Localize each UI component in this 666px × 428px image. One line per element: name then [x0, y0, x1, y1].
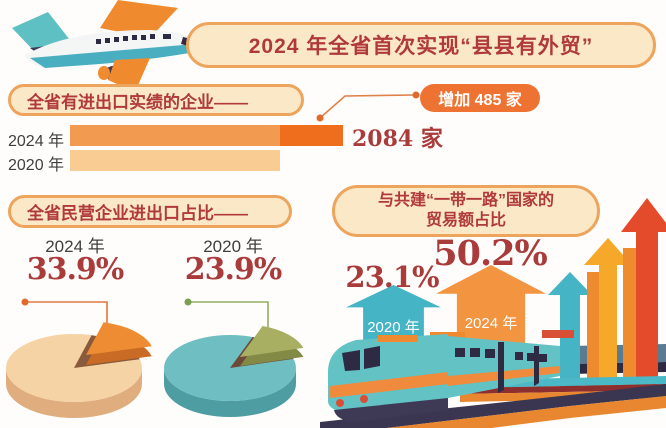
beltroad-title-line2: 贸易额占比	[425, 212, 506, 229]
road-band	[386, 396, 666, 428]
section-private-text: 全省民营企业进出口占比——	[27, 204, 248, 223]
bar-2020	[70, 150, 280, 171]
pie-year-2024: 2024 年	[45, 237, 105, 256]
beltroad-title-line1: 与共建“一带一路”国家的	[377, 192, 554, 209]
increase-badge: 增加 485 家	[420, 84, 540, 112]
pie-year-2020: 2020 年	[203, 237, 263, 256]
bar-2024-value: 2084 家	[352, 126, 443, 152]
bar-2024-base-segment	[70, 125, 280, 146]
beltroad-year-2024: 2024 年	[464, 315, 518, 332]
section-beltroad-title: 与共建“一带一路”国家的 贸易额占比	[332, 185, 600, 237]
badge-connector-line	[316, 91, 420, 122]
train-icon	[328, 334, 560, 422]
pie-value-2024: 33.9%	[26, 252, 125, 287]
headline-banner: 2024 年全省首次实现“县县有外贸”	[186, 22, 656, 68]
section-enterprise-text: 全省有进出口实绩的企业——	[27, 92, 248, 112]
bar-year-2020: 2020 年	[8, 157, 65, 174]
increase-badge-text: 增加 485 家	[438, 92, 522, 109]
rail-track	[320, 384, 666, 428]
pie-chart-2024	[6, 322, 152, 418]
bar-2024-increase-segment	[280, 125, 343, 146]
section-enterprise-label: 全省有进出口实绩的企业——	[8, 84, 304, 116]
bar-2024	[70, 125, 343, 146]
arrow-cluster-icon	[548, 198, 666, 390]
pie-chart-2020	[164, 326, 304, 417]
bar-year-2024: 2024 年	[8, 133, 65, 150]
beltroad-year-2020: 2020 年	[367, 319, 420, 336]
pie-value-2020: 23.9%	[184, 252, 283, 287]
airplane-icon	[12, 0, 205, 92]
train-growth-illustration	[320, 198, 666, 428]
headline-title: 2024 年全省首次实现“县县有外贸”	[248, 35, 594, 58]
section-private-label: 全省民营企业进出口占比——	[8, 195, 292, 228]
